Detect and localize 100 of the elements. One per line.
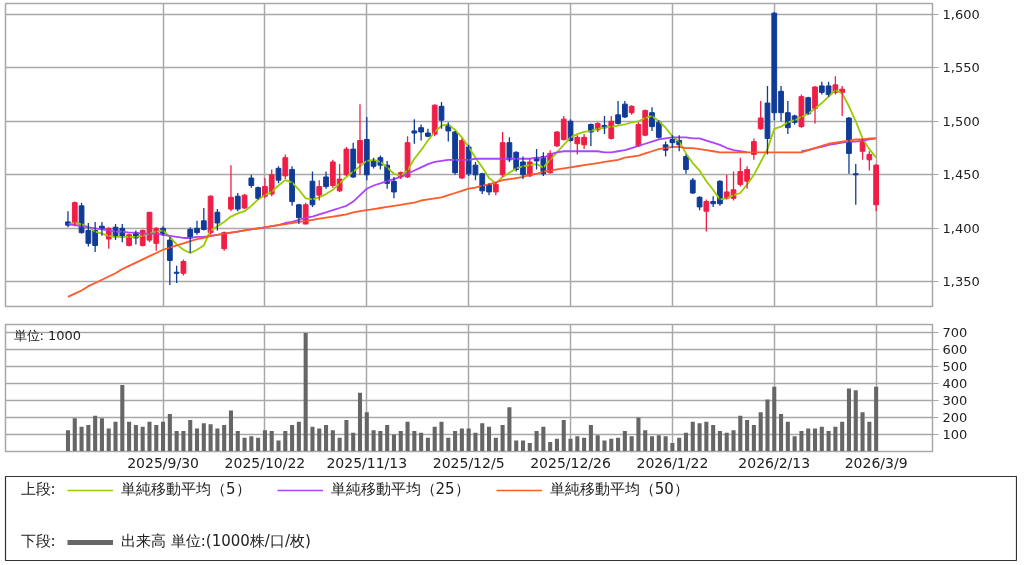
bar	[161, 421, 166, 452]
bar	[799, 431, 804, 452]
bar	[194, 428, 200, 452]
legend-label: 単純移動平均（50）	[549, 480, 689, 499]
bar	[717, 431, 722, 452]
legend-title: 上段:	[20, 479, 56, 498]
bar	[249, 436, 254, 452]
y-tick-label: 200	[942, 409, 968, 425]
bar	[874, 386, 879, 452]
line-series	[67, 137, 878, 298]
bar	[344, 419, 349, 452]
bar	[215, 428, 220, 452]
bar	[785, 421, 790, 452]
bar	[663, 436, 668, 452]
bar	[833, 426, 838, 452]
bar	[133, 425, 138, 452]
bar	[113, 421, 118, 452]
bar	[419, 432, 424, 452]
bar	[860, 412, 865, 452]
x-tick-label: 2026/3/9	[844, 454, 908, 471]
bar	[507, 407, 512, 452]
bar	[330, 430, 335, 452]
bar	[317, 428, 322, 452]
bar	[765, 399, 770, 452]
x-tick-label: 2025/12/5	[432, 454, 505, 471]
bar	[527, 442, 532, 452]
bar	[643, 430, 648, 452]
bar	[520, 440, 526, 452]
bar	[745, 419, 750, 452]
bar	[276, 440, 281, 452]
x-tick-label: 2025/9/30	[127, 454, 199, 471]
bar	[697, 423, 702, 452]
y-tick-label: 1,600	[942, 6, 980, 22]
bar	[378, 431, 383, 452]
x-tick-label: 2026/1/22	[636, 454, 709, 471]
candlestick	[852, 163, 859, 206]
candlestick	[282, 153, 289, 180]
bar	[826, 431, 831, 452]
bar	[840, 421, 845, 452]
bar	[459, 428, 464, 452]
bar	[846, 388, 852, 452]
y-tick-label: 1,400	[942, 220, 980, 236]
x-tick-label: 2025/11/13	[326, 454, 408, 471]
y-tick-label: 600	[942, 341, 968, 357]
annotation: 単位: 1000	[13, 327, 82, 343]
bar	[649, 436, 655, 452]
bar	[154, 425, 159, 452]
bar	[262, 430, 267, 452]
bar	[758, 412, 763, 452]
bar	[636, 417, 641, 452]
bar	[446, 437, 451, 452]
bar	[432, 426, 437, 452]
bar	[582, 437, 587, 452]
bar	[473, 432, 478, 452]
bar	[235, 431, 240, 452]
bar	[324, 425, 329, 452]
legend-title: 下段:	[20, 531, 56, 550]
bar	[351, 432, 356, 452]
bar	[541, 426, 546, 452]
bar	[806, 428, 811, 452]
legend-label: 単純移動平均（25）	[330, 480, 470, 499]
bar	[99, 418, 104, 452]
y-tick-label: 1,500	[942, 113, 980, 129]
bar	[371, 430, 376, 452]
x-tick-label: 2025/10/22	[224, 454, 306, 471]
bar	[609, 438, 614, 452]
bar	[772, 386, 777, 452]
bar	[616, 437, 621, 452]
bar	[493, 437, 498, 452]
candlestick	[703, 198, 710, 233]
bar	[588, 425, 593, 452]
bar	[364, 412, 369, 452]
bar	[683, 432, 689, 452]
bar	[303, 333, 308, 452]
y-tick-label: 500	[942, 358, 968, 374]
bar	[690, 421, 695, 452]
bar	[208, 424, 213, 452]
bar	[779, 414, 784, 452]
bar	[357, 392, 363, 452]
bar	[391, 434, 396, 452]
bar	[290, 425, 295, 452]
y-tick-label: 700	[942, 324, 968, 340]
y-tick-label: 1,450	[942, 167, 980, 183]
bar	[595, 435, 600, 452]
legend-label: 単純移動平均（5）	[121, 480, 251, 499]
bar	[296, 421, 301, 452]
bar	[385, 425, 390, 452]
bar	[751, 425, 756, 452]
bar	[487, 426, 492, 452]
bar	[561, 419, 566, 452]
y-tick-label: 400	[942, 375, 968, 391]
bar	[738, 415, 743, 452]
bar	[711, 425, 716, 452]
x-tick-label: 2026/2/13	[738, 454, 811, 471]
bar	[140, 426, 145, 452]
bar	[453, 431, 458, 452]
bar	[242, 437, 247, 452]
bar	[120, 385, 125, 452]
bar	[575, 436, 580, 452]
bar	[310, 426, 315, 452]
